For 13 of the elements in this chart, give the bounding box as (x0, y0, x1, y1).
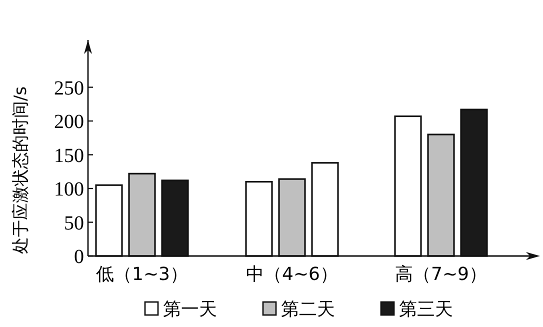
y-tick-label: 0 (74, 246, 84, 268)
y-axis-title: 处于应激状态的时间/s (11, 86, 31, 254)
y-tick-label: 50 (64, 212, 84, 234)
legend-label: 第三天 (399, 299, 453, 320)
legend-label: 第二天 (281, 299, 335, 320)
legend-label: 第一天 (163, 299, 217, 320)
x-tick-label: 低（1~3） (96, 264, 188, 285)
x-tick-label: 高（7~9） (395, 264, 487, 285)
x-tick-label: 中（4~6） (246, 264, 338, 285)
y-tick-label: 250 (54, 77, 84, 100)
y-tick-label: 150 (54, 144, 84, 167)
y-tick-label: 100 (54, 178, 84, 200)
y-tick-label: 200 (54, 111, 84, 133)
